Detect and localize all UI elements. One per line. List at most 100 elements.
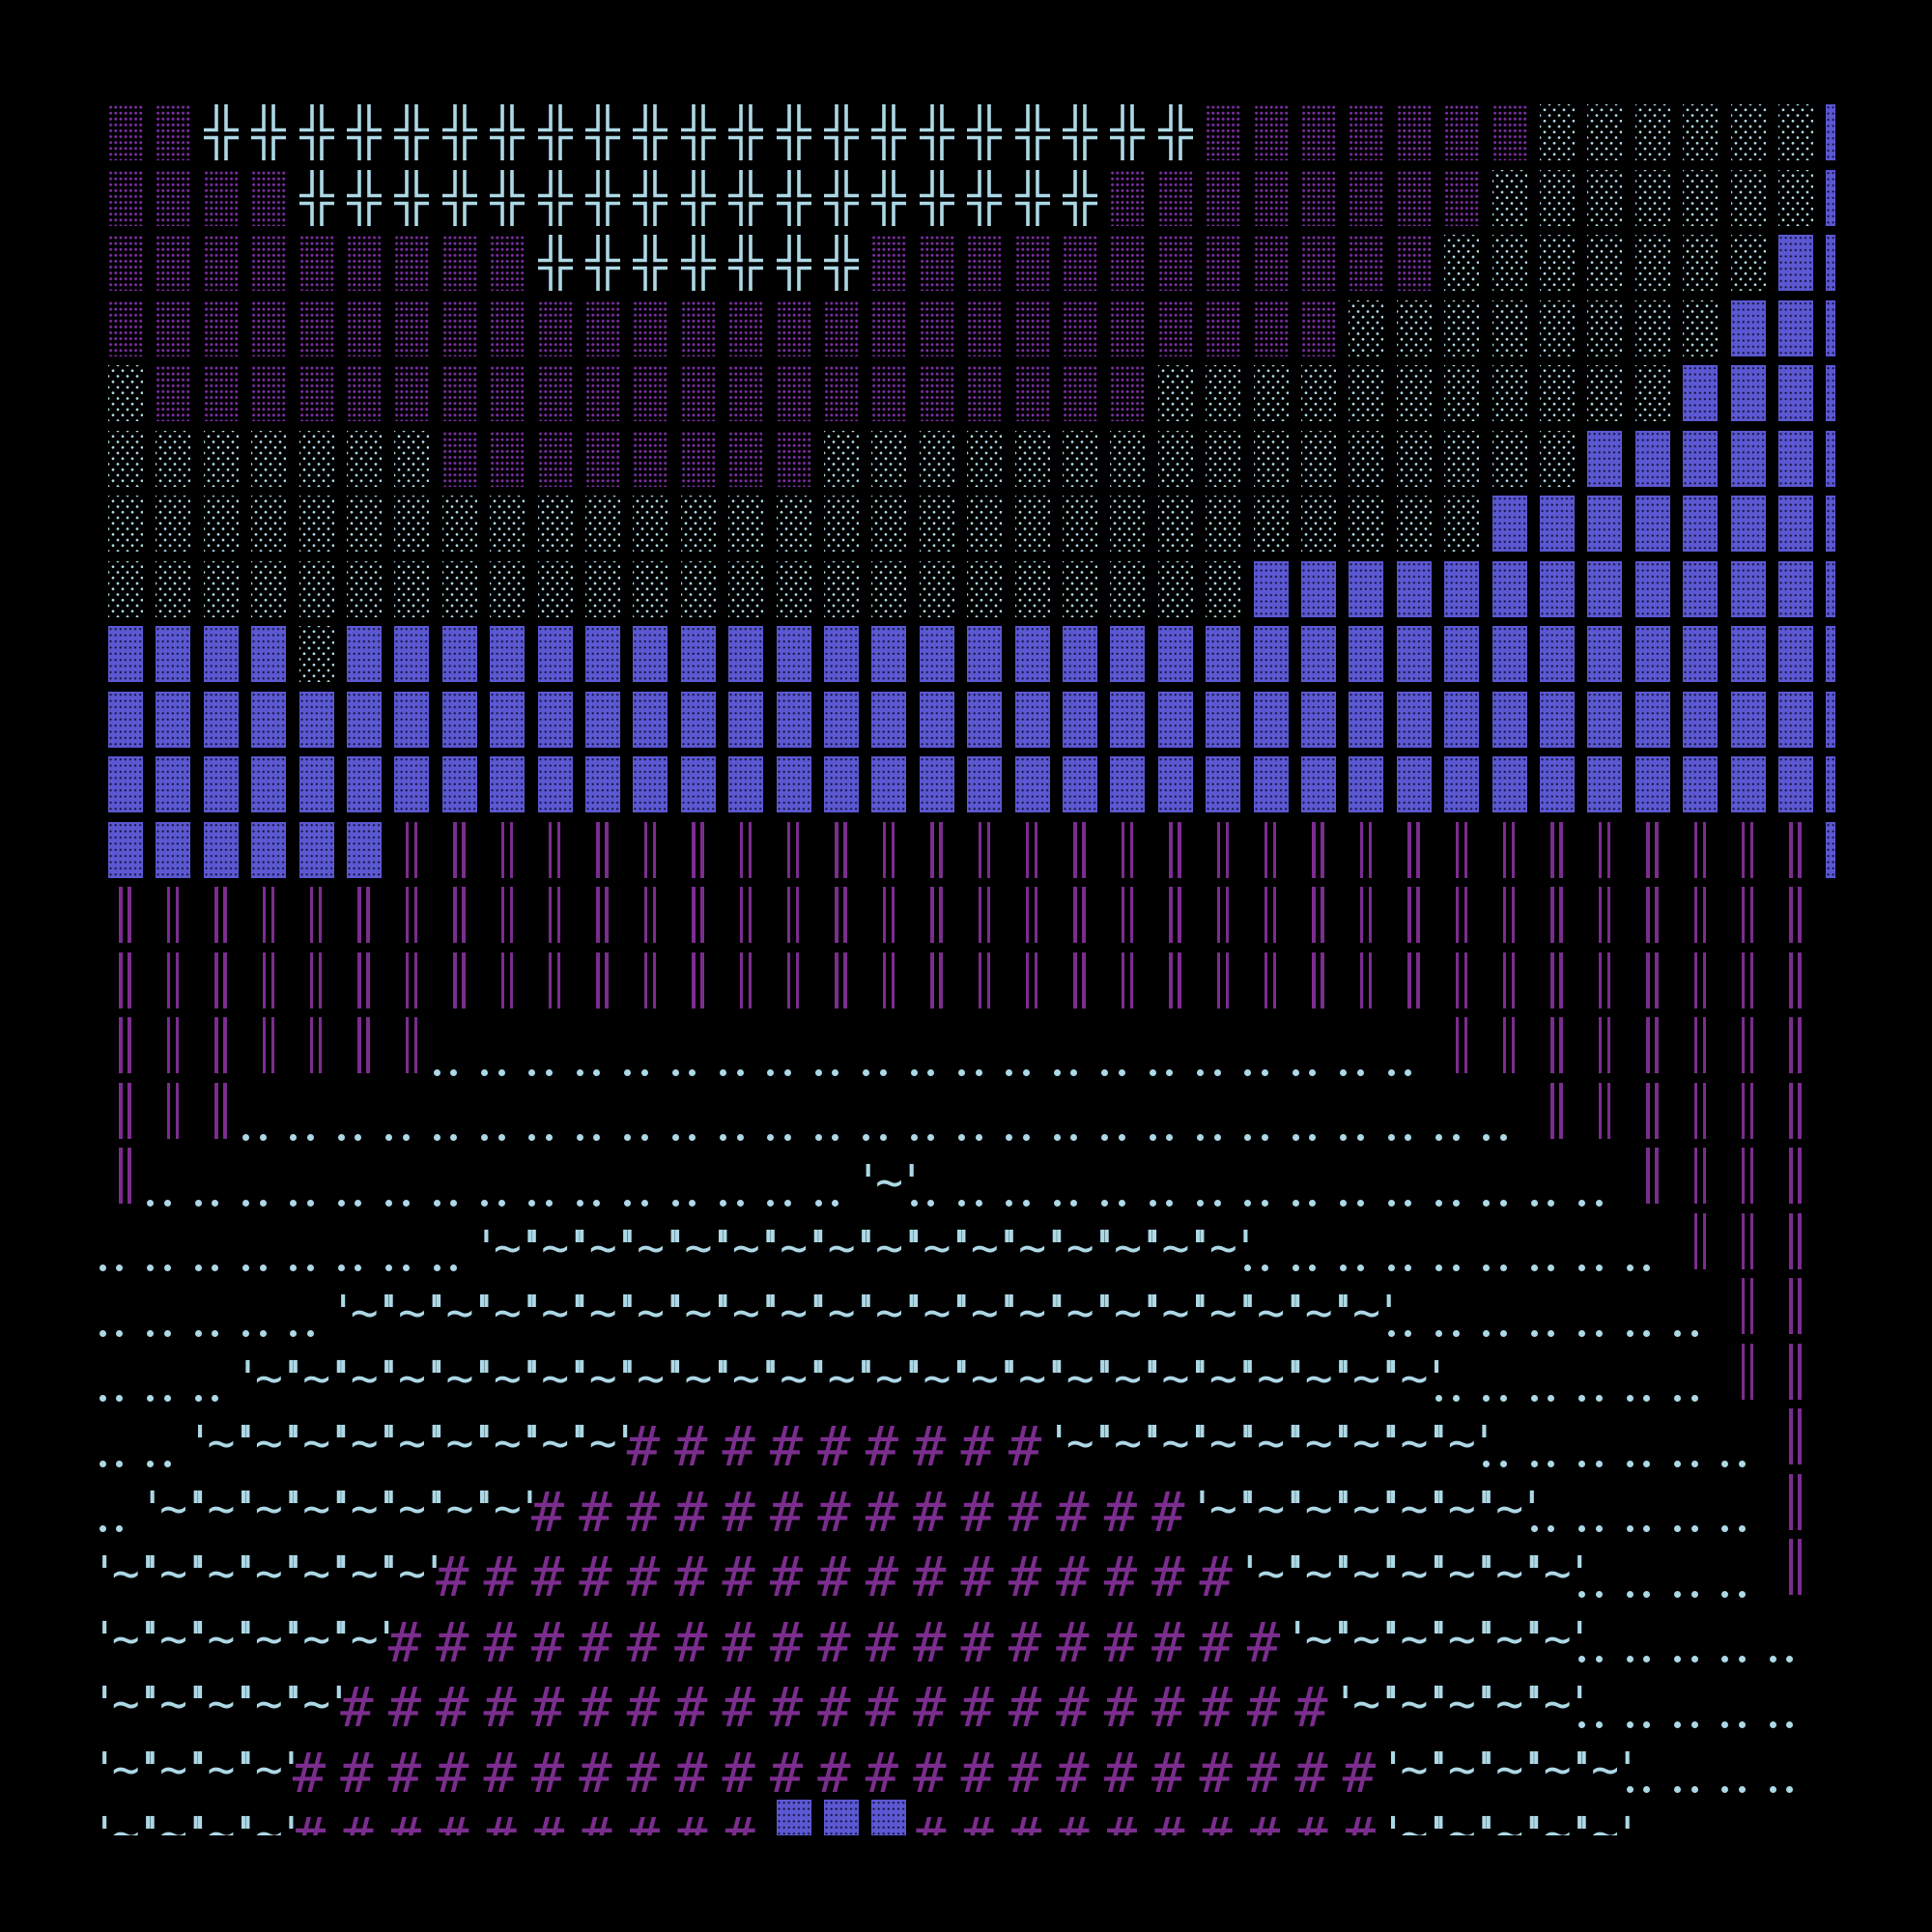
leader-dot <box>194 1395 202 1402</box>
double-vertical-line <box>1359 887 1364 943</box>
cell-two-dot-leader <box>863 1017 913 1083</box>
double-vertical-line <box>1511 1017 1516 1073</box>
leader-dot <box>1070 1199 1078 1207</box>
double-vertical-line <box>1646 887 1650 943</box>
cell-light-shade <box>150 496 197 561</box>
double-vertical-line <box>843 821 847 878</box>
wave-quote-tilde: '~ <box>758 1220 808 1275</box>
cell-double-cross <box>1056 104 1103 170</box>
cell-double-vertical <box>1677 887 1724 952</box>
double-vertical-line <box>262 887 266 943</box>
double-cross-icon <box>1062 169 1097 226</box>
light-shade-tile <box>967 560 1003 617</box>
wave-quote-tilde: '~ <box>138 1481 187 1536</box>
cell-dark-shade <box>1820 691 1835 757</box>
dark-shade-tile <box>1444 691 1480 748</box>
cell-two-dot-leader <box>1483 1344 1533 1409</box>
light-shade-tile <box>1300 430 1336 487</box>
leader-dot <box>1548 1525 1555 1532</box>
leader-dot <box>863 1068 870 1076</box>
cell-dark-shade <box>1294 626 1342 692</box>
double-cross-icon <box>967 169 1003 226</box>
cell-light-shade <box>1104 430 1151 497</box>
leader-dot <box>1309 1068 1317 1076</box>
double-vertical-line <box>1416 821 1420 878</box>
wave-quote: ' <box>229 1807 257 1835</box>
cell-double-vertical <box>1581 1082 1629 1149</box>
cell-dark-shade <box>1294 560 1342 627</box>
medium-shade-tile <box>441 299 477 356</box>
cell-double-cross <box>340 169 387 236</box>
cell-hash: # <box>531 1800 579 1835</box>
hash-glyph: # <box>960 1415 994 1480</box>
medium-shade-tile <box>1444 104 1480 160</box>
cell-wave: '~ ' <box>138 1474 209 1540</box>
dark-shade-tile <box>490 756 526 812</box>
cell-double-vertical <box>531 821 579 888</box>
hash-glyph: # <box>530 1610 565 1675</box>
leader-dot <box>689 1068 696 1076</box>
cell-two-dot-leader <box>576 1148 626 1213</box>
leader-dot <box>1530 1264 1538 1271</box>
cell-medium-shade <box>1056 299 1103 366</box>
cell-hash: # <box>770 1539 817 1605</box>
cell-dark-shade <box>1629 691 1676 757</box>
cell-medium-shade <box>627 365 674 431</box>
leader-dot <box>545 1199 553 1207</box>
wave-quote: ' <box>420 1350 447 1406</box>
double-vertical-line <box>1550 1082 1554 1139</box>
double-vertical-line <box>1502 887 1507 943</box>
cell-light-shade <box>913 430 960 497</box>
cell-light-shade <box>1009 496 1056 561</box>
double-vertical-line <box>1646 1082 1650 1139</box>
cell-medium-shade <box>388 235 436 300</box>
cell-dark-shade <box>1533 496 1580 561</box>
cell-double-vertical <box>245 1017 293 1083</box>
wave-quote: ' <box>277 1742 304 1797</box>
double-vertical-line <box>978 887 981 943</box>
double-vertical-line <box>1798 1017 1802 1073</box>
double-cross-stroke <box>871 169 907 226</box>
cell-light-shade <box>961 560 1009 627</box>
cell-two-dot-leader <box>1530 1474 1580 1540</box>
leader-dot <box>497 1134 505 1141</box>
cell-medium-shade <box>484 365 531 431</box>
light-shade-tile <box>1634 104 1670 160</box>
leader-dot <box>259 1134 267 1141</box>
double-vertical-line <box>1655 821 1659 878</box>
medium-shade-tile <box>1396 169 1432 226</box>
dark-shade-tile <box>156 691 191 748</box>
leader-dot <box>99 1525 106 1532</box>
wave-quote-tilde: '~ <box>663 1350 713 1406</box>
double-cross-icon <box>871 104 907 160</box>
cell-hash: # <box>1294 1800 1342 1835</box>
dark-shade-tile <box>1634 496 1670 552</box>
double-vertical-line <box>843 887 847 943</box>
light-shade-tile <box>1492 299 1527 356</box>
wave-quote: ' <box>1279 1286 1306 1341</box>
leader-dot <box>242 1329 249 1337</box>
cell-hash: # <box>531 1669 579 1736</box>
dark-shade-tile <box>1110 626 1146 682</box>
light-shade-tile <box>919 560 954 617</box>
double-vertical-line <box>978 952 981 1009</box>
leader-dot <box>671 1134 679 1141</box>
cell-double-vertical <box>1629 1082 1676 1149</box>
cell-double-cross <box>627 104 674 170</box>
double-vertical-line <box>596 952 600 1009</box>
dark-shade-tile <box>107 821 143 878</box>
leader-dot <box>1070 1068 1078 1076</box>
leader-dot <box>1690 1525 1698 1532</box>
dark-shade-tile <box>251 691 287 748</box>
cell-light-shade <box>340 430 387 497</box>
hash-glyph: # <box>674 1741 708 1805</box>
light-shade-tile <box>1634 365 1670 421</box>
cell-double-vertical <box>961 821 1009 888</box>
double-cross-stroke <box>919 169 954 226</box>
wave-quote-tilde: '~ <box>1283 1611 1333 1666</box>
cell-double-cross <box>770 169 817 236</box>
light-shade-tile <box>1253 496 1289 552</box>
leader-dot <box>1721 1656 1729 1662</box>
hash-glyph: # <box>1199 1741 1233 1805</box>
cell-hash: # <box>484 1735 531 1801</box>
